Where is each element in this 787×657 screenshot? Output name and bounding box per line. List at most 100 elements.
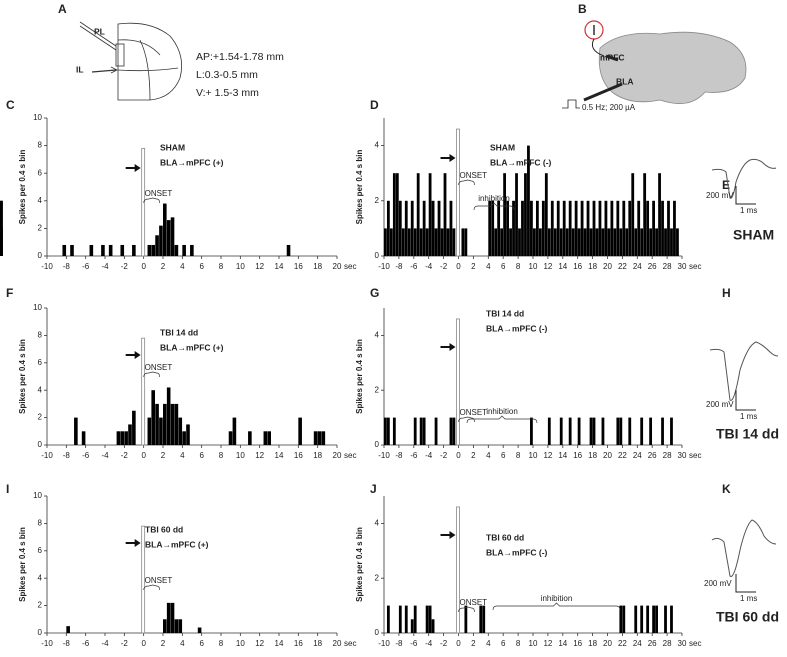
bar bbox=[263, 431, 268, 445]
x-tick-label: 8 bbox=[219, 451, 224, 460]
bar bbox=[170, 217, 175, 256]
x-tick-label: 6 bbox=[501, 639, 506, 648]
x-tick-label: 4 bbox=[180, 639, 185, 648]
bar bbox=[631, 173, 635, 256]
bar bbox=[422, 200, 426, 256]
inhibition-label: inhibition bbox=[478, 194, 510, 203]
bar bbox=[616, 200, 620, 256]
x-tick-label: 6 bbox=[199, 451, 204, 460]
x-tick-label: 10 bbox=[236, 451, 245, 460]
x-tick-label: 0 bbox=[456, 639, 461, 648]
x-tick-label: -10 bbox=[41, 262, 53, 271]
bar bbox=[512, 200, 515, 256]
brain-section bbox=[79, 21, 183, 101]
group-label: SHAM bbox=[733, 227, 774, 243]
y-tick-label: 4 bbox=[375, 331, 380, 340]
x-tick-label: 0 bbox=[456, 262, 461, 271]
bar bbox=[70, 244, 74, 256]
x-tick-label: 14 bbox=[275, 262, 284, 271]
stimulus-label: 0.5 Hz; 200 µA bbox=[582, 103, 636, 112]
time-scale: 1 ms bbox=[740, 206, 757, 215]
bar bbox=[535, 200, 539, 256]
bar bbox=[655, 228, 658, 256]
time-scale: 1 ms bbox=[740, 412, 757, 421]
y-tick-label: 0 bbox=[38, 440, 43, 449]
bar bbox=[178, 619, 183, 633]
pathway-label: BLA→mPFC (-) bbox=[490, 157, 552, 167]
y-axis-label: Spikes per 0.4 s bin bbox=[355, 150, 364, 225]
bar bbox=[464, 605, 468, 633]
bar bbox=[182, 431, 186, 445]
inhibition-bracket bbox=[466, 415, 538, 424]
region-label: PL bbox=[94, 26, 105, 36]
x-tick-label: 0 bbox=[141, 639, 146, 648]
bar bbox=[622, 200, 626, 256]
bar bbox=[568, 200, 572, 256]
bar bbox=[62, 244, 67, 256]
x-tick-label: 14 bbox=[558, 262, 567, 271]
x-tick-label: 16 bbox=[573, 451, 582, 460]
x-axis-label: sec bbox=[344, 451, 356, 460]
panel-letter: D bbox=[370, 98, 379, 112]
bar bbox=[586, 200, 590, 256]
bar bbox=[550, 200, 554, 256]
x-tick-label: -2 bbox=[440, 639, 448, 648]
bar bbox=[428, 605, 432, 633]
bar bbox=[577, 417, 581, 445]
x-tick-label: 2 bbox=[161, 262, 166, 271]
x-tick-label: 0 bbox=[141, 262, 146, 271]
onset-label: ONSET bbox=[145, 189, 173, 198]
x-tick-label: 8 bbox=[219, 262, 224, 271]
bar bbox=[197, 627, 202, 633]
onset-label: ONSET bbox=[460, 171, 488, 180]
bar bbox=[151, 244, 155, 256]
x-tick-label: 22 bbox=[618, 451, 627, 460]
stimulus-artifact bbox=[141, 525, 146, 634]
bar bbox=[541, 200, 545, 256]
x-tick-label: 16 bbox=[294, 451, 303, 460]
bar bbox=[413, 417, 417, 445]
bar bbox=[538, 228, 542, 256]
bar bbox=[410, 200, 414, 256]
bar bbox=[464, 228, 468, 256]
x-tick-label: -10 bbox=[378, 262, 390, 271]
bar bbox=[232, 417, 237, 445]
bar bbox=[386, 605, 390, 633]
coordinate: AP:+1.54-1.78 mm bbox=[196, 51, 284, 63]
x-tick-label: 24 bbox=[633, 639, 642, 648]
x-tick-label: 14 bbox=[275, 451, 284, 460]
bar bbox=[628, 417, 632, 445]
y-tick-label: 6 bbox=[38, 168, 43, 177]
x-tick-label: 10 bbox=[236, 262, 245, 271]
panel-letter: E bbox=[722, 178, 730, 192]
bar bbox=[559, 228, 563, 256]
onset-bracket bbox=[143, 197, 161, 204]
x-tick-label: -8 bbox=[63, 262, 71, 271]
onset-bracket bbox=[458, 606, 475, 613]
bar bbox=[384, 228, 387, 256]
bar bbox=[589, 228, 593, 256]
bar bbox=[298, 417, 302, 445]
group-label: TBI 14 dd bbox=[716, 426, 779, 442]
bar bbox=[116, 431, 121, 445]
bar bbox=[491, 200, 495, 256]
bar bbox=[670, 417, 673, 445]
y-tick-label: 2 bbox=[375, 573, 380, 582]
bar bbox=[452, 417, 456, 445]
bar bbox=[404, 200, 408, 256]
onset-bracket bbox=[143, 371, 161, 378]
bar bbox=[619, 417, 623, 445]
y-tick-label: 2 bbox=[38, 413, 43, 422]
bar bbox=[166, 220, 171, 256]
stimulus-artifact bbox=[141, 147, 146, 257]
bar bbox=[434, 417, 438, 445]
bar bbox=[147, 244, 152, 256]
x-tick-label: 12 bbox=[255, 262, 264, 271]
y-axis-label: Spikes per 0.4 s bin bbox=[18, 527, 27, 602]
bar bbox=[174, 403, 179, 445]
x-tick-label: 20 bbox=[603, 639, 612, 648]
onset-label: ONSET bbox=[145, 576, 173, 585]
bar bbox=[101, 244, 105, 256]
bar bbox=[649, 228, 653, 256]
condition-label: TBI 14 dd bbox=[486, 308, 524, 318]
